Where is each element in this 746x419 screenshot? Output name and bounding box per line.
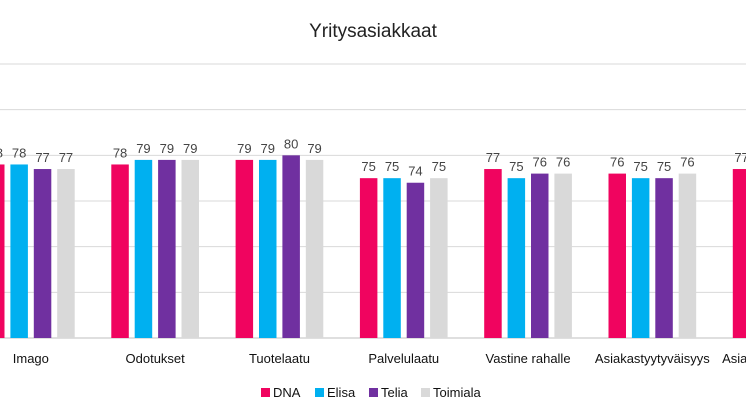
bar-toimiala-6 [678, 173, 697, 338]
legend-item-telia: Telia [369, 385, 409, 400]
bar-elisa-1 [10, 164, 28, 338]
legend-swatch [421, 388, 430, 397]
data-label: 75 [657, 159, 671, 174]
legend-label: Telia [381, 385, 409, 400]
legend-label: Toimiala [433, 385, 481, 400]
bar-toimiala-3 [305, 159, 324, 338]
data-label: 75 [432, 159, 446, 174]
bar-telia-1 [33, 169, 52, 338]
legend-label: Elisa [327, 385, 356, 400]
data-label: 78 [0, 145, 3, 160]
bar-toimiala-4 [430, 178, 448, 338]
legend: DNA Elisa Telia Toimiala [261, 385, 481, 400]
bar-elisa-4 [383, 178, 401, 338]
data-labels: 78 78 77 77 78 79 79 79 79 79 80 79 75 75 74 75 77 75 76 76… [0, 136, 746, 178]
data-label: 77 [486, 150, 500, 165]
bars [0, 155, 746, 338]
bar-telia-3 [282, 155, 300, 338]
legend-swatch [315, 388, 324, 397]
category-labels: Imago Odotukset Tuotelaatu Palvelulaatu Vast… [13, 351, 746, 366]
bar-toimiala-2 [181, 159, 199, 338]
bar-dna-3 [235, 159, 254, 338]
bar-elisa-5 [507, 178, 526, 338]
data-label: 79 [160, 141, 174, 156]
bar-elisa-6 [631, 178, 650, 338]
legend-swatch [369, 388, 378, 397]
data-label: 78 [12, 145, 26, 160]
data-label: 76 [680, 155, 694, 170]
bar-telia-5 [531, 173, 549, 338]
legend-item-dna: DNA [261, 385, 301, 400]
category-label: Palvelulaatu [368, 351, 439, 366]
bar-dna-5 [484, 169, 502, 338]
chart-title: Yritysasiakkaat [309, 21, 437, 42]
data-label: 78 [113, 145, 127, 160]
category-label: Odotukset [126, 351, 186, 366]
data-label: 76 [556, 155, 570, 170]
bar-telia-6 [655, 178, 673, 338]
bar-dna-2 [111, 164, 129, 338]
data-label: 77 [35, 150, 49, 165]
data-label: 76 [533, 155, 547, 170]
category-label: Asiakastyytyväisyys [595, 351, 710, 366]
category-label: Tuotelaatu [249, 351, 310, 366]
category-label: Vastine rahalle [486, 351, 571, 366]
legend-swatch [261, 388, 270, 397]
data-label: 80 [284, 136, 298, 151]
data-label: 77 [734, 150, 746, 165]
category-label: Imago [13, 351, 49, 366]
data-label: 79 [183, 141, 197, 156]
bar-dna-4 [359, 178, 378, 338]
legend-label: DNA [273, 385, 301, 400]
bar-dna-1 [0, 164, 5, 338]
bar-dna-6 [608, 173, 626, 338]
data-label: 77 [59, 150, 73, 165]
bar-toimiala-5 [554, 173, 572, 338]
data-label: 79 [307, 141, 321, 156]
bar-toimiala-1 [57, 169, 75, 338]
data-label: 75 [633, 159, 647, 174]
data-label: 75 [361, 159, 375, 174]
legend-item-elisa: Elisa [315, 385, 356, 400]
bar-elisa-3 [259, 159, 277, 338]
data-label: 79 [237, 141, 251, 156]
category-label: Asiakasuskollisuus [722, 351, 746, 366]
bar-elisa-2 [134, 159, 153, 338]
data-label: 74 [408, 164, 422, 179]
bar-dna-7 [732, 169, 746, 338]
data-label: 75 [509, 159, 523, 174]
data-label: 79 [136, 141, 150, 156]
bar-telia-4 [406, 182, 425, 338]
bar-telia-2 [158, 159, 176, 338]
legend-item-toimiala: Toimiala [421, 385, 481, 400]
data-label: 75 [385, 159, 399, 174]
data-label: 79 [261, 141, 275, 156]
data-label: 76 [610, 155, 624, 170]
